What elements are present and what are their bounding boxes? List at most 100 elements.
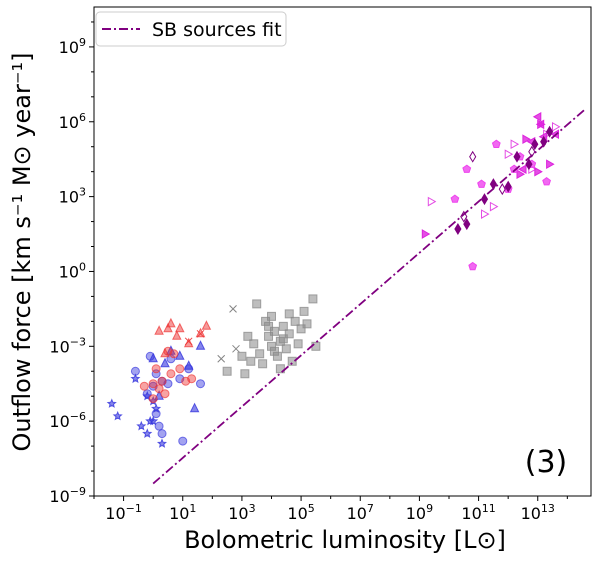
data-point-circle [187, 374, 197, 384]
data-point-circle [160, 389, 170, 399]
data-point-star [142, 428, 153, 438]
data-point-square [264, 331, 274, 341]
legend: SB sources fit [95, 11, 287, 47]
x-tick-label: 1013 [521, 502, 555, 523]
data-point-circle [142, 389, 152, 399]
y-tick-label: 103 [59, 186, 86, 207]
data-point-circle [151, 369, 161, 379]
data-point-star [130, 373, 141, 384]
data-point-triangle-right [421, 229, 431, 239]
data-point-triangle-right [510, 139, 520, 150]
data-point-circle [130, 366, 140, 376]
data-point-circle [148, 394, 158, 404]
data-point-circle [169, 349, 179, 359]
legend-label: SB sources fit [152, 19, 282, 41]
data-point-triangle [163, 322, 173, 333]
data-point-circle [196, 379, 205, 389]
data-point-square [308, 294, 318, 304]
data-point-triangle-left [532, 111, 542, 122]
data-point-square [237, 351, 247, 361]
data-point-square [302, 319, 312, 329]
data-point-triangle [154, 325, 164, 335]
data-point-x [217, 354, 226, 363]
x-axis-ticks: 10−1 101 103 105 107 109 1011 1013 [93, 496, 568, 523]
data-point-triangle [195, 340, 206, 350]
data-point-triangle [189, 402, 200, 413]
plot-area [93, 6, 592, 497]
data-point-diamond [513, 150, 521, 163]
data-point-star [136, 420, 147, 431]
y-axis-label: Outflow force [km s⁻¹ M⊙ year⁻¹] [8, 53, 36, 452]
data-point-diamond [463, 218, 471, 231]
data-point-triangle-right [534, 166, 543, 177]
data-point-diamond [469, 150, 477, 163]
data-point-square [243, 331, 253, 341]
data-point-circle [139, 381, 149, 391]
data-point-square [264, 321, 274, 331]
data-point-triangle [174, 322, 185, 333]
data-point-square [249, 339, 259, 349]
y-tick-label: 109 [59, 36, 86, 57]
data-point-square [267, 311, 276, 321]
data-point-diamond [498, 183, 506, 196]
data-point-triangle [160, 347, 170, 358]
data-point-pentagon [491, 139, 501, 148]
data-point-square [258, 359, 268, 369]
fit-line [152, 108, 586, 485]
data-point-x [232, 344, 240, 353]
data-point-circle [175, 364, 185, 374]
y-tick-label: 100 [59, 260, 86, 281]
data-point-square [222, 366, 232, 376]
data-point-square [293, 339, 303, 349]
x-tick-label: 107 [347, 502, 374, 523]
plot-frame [93, 6, 592, 497]
data-point-square [284, 329, 294, 339]
data-point-square [246, 356, 256, 366]
legend-box [95, 11, 287, 47]
data-point-triangle-left [535, 119, 545, 130]
data-point-triangle [148, 352, 159, 363]
data-point-diamond [546, 125, 554, 138]
data-point-triangle-right [552, 121, 561, 132]
data-point-circle [151, 364, 161, 374]
data-point-star [112, 410, 123, 421]
data-point-square [284, 309, 294, 319]
data-point-circle [157, 376, 167, 386]
data-point-square [278, 321, 288, 331]
data-point-triangle [171, 330, 182, 340]
x-tick-label: 105 [287, 502, 314, 523]
x-tick-label: 103 [228, 502, 255, 523]
x-tick-label: 10−1 [105, 502, 142, 523]
data-point-square [255, 349, 265, 359]
data-point-square [299, 306, 309, 316]
data-point-circle [148, 379, 158, 389]
x-axis-label: Bolometric luminosity [L⊙] [184, 526, 506, 554]
data-point-square [252, 299, 262, 309]
data-point-x [184, 337, 193, 346]
data-point-square [311, 341, 321, 351]
panel-label: (3) [525, 445, 568, 480]
data-point-star [145, 415, 156, 426]
data-point-diamond [525, 158, 533, 171]
data-point-pentagon [542, 176, 551, 186]
data-point-triangle-right [481, 209, 490, 219]
data-point-triangle-right [546, 159, 555, 170]
data-point-square [290, 316, 300, 326]
y-tick-label: 10−9 [49, 485, 86, 506]
data-point-star [156, 438, 168, 448]
data-point-diamond [531, 138, 539, 151]
y-tick-label: 10−6 [49, 410, 86, 431]
data-point-square [281, 344, 291, 354]
data-point-diamond [454, 223, 462, 235]
data-point-square [287, 356, 297, 366]
fit-line-layer [152, 108, 586, 485]
y-axis-ticks: 10−9 10−6 10−3 100 103 106 109 [49, 21, 94, 506]
data-point-triangle-right [522, 134, 531, 145]
data-point-square [269, 326, 279, 336]
data-point-triangle [195, 327, 206, 338]
data-point-square [296, 324, 306, 334]
x-tick-label: 1011 [461, 502, 495, 523]
data-point-pentagon [450, 194, 460, 203]
data-point-triangle-left [517, 164, 527, 175]
